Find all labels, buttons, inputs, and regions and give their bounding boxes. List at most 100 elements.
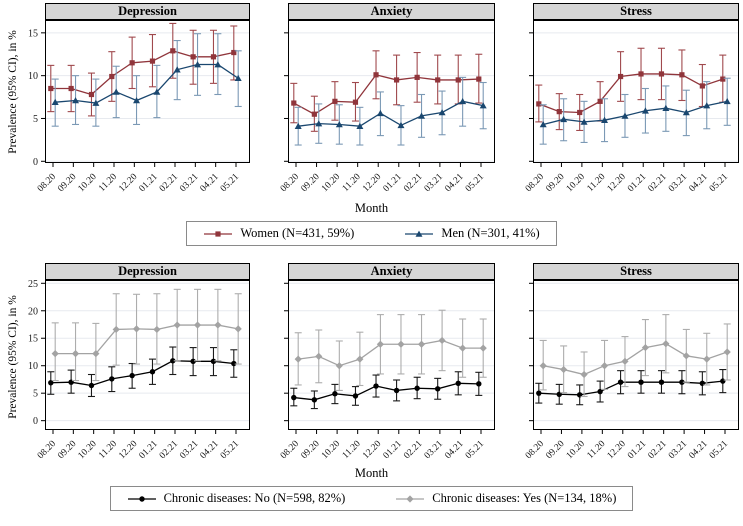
- anxiety-by-chronic-chart: 08.2009.2010.2011.2012.2001.2102.2103.21…: [279, 280, 495, 461]
- anxiety-by-sex-chart: 08.2009.2010.2011.2012.2001.2102.2103.21…: [279, 20, 495, 194]
- svg-text:12.20: 12.20: [117, 172, 139, 194]
- svg-text:04.21: 04.21: [443, 439, 465, 461]
- y-axis-title: Prevalence (95% CI), in %: [7, 30, 19, 154]
- legend-label-chronic-yes: Chronic diseases: Yes (N=134, 18%): [432, 491, 617, 505]
- figure-prevalence-by-chronic-disease: Prevalence (95% CI), in % Depression 0 5 1…: [0, 260, 743, 511]
- y-axis-title: Prevalence (95% CI), in %: [7, 295, 19, 419]
- svg-text:12.20: 12.20: [361, 439, 383, 461]
- svg-text:25: 25: [28, 280, 38, 290]
- stress-by-sex-chart: 08.2009.2010.2011.2012.2001.2102.2103.21…: [524, 20, 739, 194]
- svg-text:02.21: 02.21: [402, 439, 424, 461]
- svg-text:12.20: 12.20: [117, 439, 139, 461]
- legend-label-women: Women (N=431, 59%): [240, 226, 355, 240]
- svg-text:02.21: 02.21: [158, 172, 180, 194]
- svg-text:08.20: 08.20: [279, 172, 301, 194]
- svg-text:08.20: 08.20: [36, 439, 58, 461]
- svg-text:11.20: 11.20: [586, 439, 608, 461]
- panel-stress-sex: Stress 08.20 09.20 10.20 11.20 12.20 01.21 02.…: [495, 0, 739, 205]
- panel-stress-chronic: Stress 08.20 09.20 10.20 11.20 12.20 01.21 02.…: [495, 260, 739, 470]
- svg-text:01.21: 01.21: [382, 172, 404, 194]
- svg-text:01.21: 01.21: [138, 439, 160, 461]
- svg-text:12.20: 12.20: [361, 172, 383, 194]
- legend-item-chronic-yes: Chronic diseases: Yes (N=134, 18%): [395, 491, 616, 506]
- svg-text:11.20: 11.20: [341, 439, 363, 461]
- legend-item-women: Women (N=431, 59%): [203, 226, 354, 241]
- panel-depression-chronic: Depression 0 5 10 15 20 25 08.20 09.20 10.20 11.2…: [0, 260, 250, 470]
- svg-text:15: 15: [28, 334, 38, 345]
- svg-text:10.20: 10.20: [77, 439, 99, 461]
- svg-text:10.20: 10.20: [320, 172, 342, 194]
- svg-text:09.20: 09.20: [56, 439, 78, 461]
- svg-text:5: 5: [33, 389, 38, 400]
- panel-title-depression: Depression: [45, 3, 250, 20]
- panel-anxiety-sex: Anxiety 08.20 09.20 10.20 11.20 12.20 01.21 02…: [250, 0, 495, 205]
- legend-chronic: Chronic diseases: No (N=598, 82%) Chroni…: [109, 486, 634, 511]
- women-square-marker-icon: [203, 228, 233, 240]
- panel-row-sex: Depression 0 5 10 15 08.20 09.20 10.20 11.20 12.…: [0, 0, 743, 205]
- legend-label-men: Men (N=301, 41%): [441, 226, 540, 240]
- panel-title-stress: Stress: [533, 3, 739, 20]
- svg-text:04.21: 04.21: [687, 439, 709, 461]
- svg-text:10: 10: [28, 71, 38, 82]
- svg-text:0: 0: [33, 157, 38, 168]
- svg-text:03.21: 03.21: [178, 439, 200, 461]
- svg-text:15: 15: [28, 28, 38, 39]
- stress-by-chronic-chart: 08.2009.2010.2011.2012.2001.2102.2103.21…: [524, 280, 739, 461]
- svg-text:08.20: 08.20: [524, 439, 546, 461]
- svg-text:12.20: 12.20: [606, 439, 628, 461]
- x-axis-title: Month: [354, 466, 389, 480]
- legend-item-men: Men (N=301, 41%): [404, 226, 540, 241]
- svg-text:09.20: 09.20: [299, 439, 321, 461]
- svg-text:10.20: 10.20: [565, 439, 587, 461]
- chronic-no-circle-marker-icon: [127, 493, 157, 505]
- panel-title-anxiety: Anxiety: [288, 3, 495, 20]
- svg-text:11.20: 11.20: [97, 172, 119, 194]
- svg-text:10: 10: [28, 361, 38, 372]
- svg-text:03.21: 03.21: [667, 439, 689, 461]
- panel-title-depression: Depression: [45, 263, 250, 280]
- svg-text:02.21: 02.21: [647, 172, 669, 194]
- svg-text:11.20: 11.20: [97, 439, 119, 461]
- svg-text:08.20: 08.20: [279, 439, 301, 461]
- panel-title-stress: Stress: [533, 263, 739, 280]
- depression-by-chronic-chart: 0 5 10 15 20 25 08.2009.2010.2011.2012.2001.21…: [28, 280, 250, 461]
- svg-text:12.20: 12.20: [606, 172, 628, 194]
- svg-text:04.21: 04.21: [199, 439, 221, 461]
- svg-text:03.21: 03.21: [178, 172, 200, 194]
- svg-text:05.21: 05.21: [708, 439, 730, 461]
- svg-text:03.21: 03.21: [667, 172, 689, 194]
- legend-label-chronic-no: Chronic diseases: No (N=598, 82%): [163, 491, 346, 505]
- svg-text:01.21: 01.21: [382, 439, 404, 461]
- chronic-yes-diamond-marker-icon: [395, 493, 425, 505]
- panel-depression-sex: Depression 0 5 10 15 08.20 09.20 10.20 11.20 12.…: [0, 0, 250, 205]
- svg-text:05.21: 05.21: [464, 439, 486, 461]
- svg-text:05.21: 05.21: [464, 172, 486, 194]
- svg-text:10.20: 10.20: [565, 172, 587, 194]
- legend-sex: Women (N=431, 59%) Men (N=301, 41%): [186, 221, 557, 246]
- depression-by-sex-chart: 0 5 10 15 08.2009.2010.2011.2012.2001.2102.2…: [28, 20, 250, 194]
- legend-item-chronic-no: Chronic diseases: No (N=598, 82%): [127, 491, 346, 506]
- svg-text:04.21: 04.21: [199, 172, 221, 194]
- panel-title-anxiety: Anxiety: [288, 263, 495, 280]
- svg-text:09.20: 09.20: [544, 439, 566, 461]
- svg-text:04.21: 04.21: [687, 172, 709, 194]
- svg-text:11.20: 11.20: [586, 172, 608, 194]
- svg-text:09.20: 09.20: [544, 172, 566, 194]
- panel-row-chronic: Depression 0 5 10 15 20 25 08.20 09.20 10.20 11.2…: [0, 260, 743, 470]
- svg-text:02.21: 02.21: [402, 172, 424, 194]
- x-axis-title: Month: [354, 201, 389, 215]
- svg-text:08.20: 08.20: [36, 172, 58, 194]
- svg-text:02.21: 02.21: [158, 439, 180, 461]
- svg-text:05.21: 05.21: [219, 439, 241, 461]
- figure-prevalence-by-sex: Prevalence (95% CI), in % Depression 0 5 1…: [0, 0, 743, 246]
- svg-text:05.21: 05.21: [219, 172, 241, 194]
- svg-text:01.21: 01.21: [626, 172, 648, 194]
- svg-text:04.21: 04.21: [443, 172, 465, 194]
- svg-text:10.20: 10.20: [77, 172, 99, 194]
- svg-text:02.21: 02.21: [647, 439, 669, 461]
- svg-text:10.20: 10.20: [320, 439, 342, 461]
- svg-text:20: 20: [28, 306, 38, 317]
- svg-text:0: 0: [33, 416, 38, 427]
- men-triangle-marker-icon: [404, 228, 434, 240]
- panel-anxiety-chronic: Anxiety 08.20 09.20 10.20 11.20 12.20 01.21 02…: [250, 260, 495, 470]
